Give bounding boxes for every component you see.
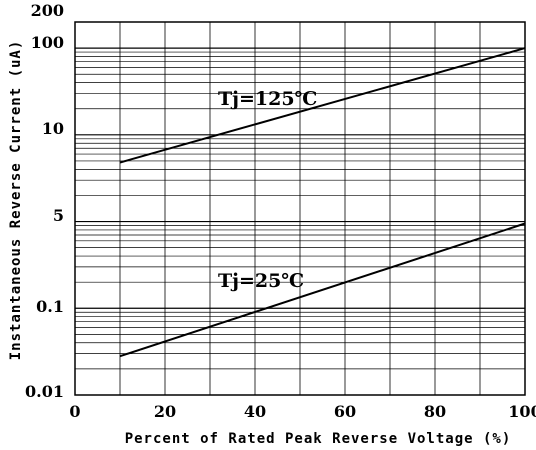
x-axis-label: Percent of Rated Peak Reverse Voltage (%…	[125, 431, 512, 447]
x-tick-labels: 0 20 40 60 80 100	[69, 402, 536, 421]
plot-frame	[74, 21, 526, 396]
y-tick-label: 0.1	[36, 297, 64, 316]
series-label-2: Tj=25℃	[218, 270, 304, 292]
y-axis-label: Instantaneous Reverse Current (uA)	[8, 40, 24, 361]
y-tick-label: 200	[31, 1, 64, 20]
y-tick-labels: 200 100 10 5 0.1 0.01	[25, 1, 64, 401]
x-tick-label: 40	[244, 402, 266, 421]
y-tick-label: 10	[42, 119, 64, 138]
x-tick-label: 0	[69, 402, 80, 421]
x-tick-label: 100	[508, 402, 536, 421]
y-tick-label: 100	[31, 33, 64, 52]
series-annotations: Tj=125℃ Tj=25℃	[218, 88, 317, 292]
x-tick-label: 60	[334, 402, 356, 421]
series-lines	[119, 47, 526, 358]
x-tick-label: 80	[424, 402, 446, 421]
series-line-1	[119, 47, 526, 164]
series-line-2	[119, 222, 526, 358]
x-tick-label: 20	[154, 402, 176, 421]
y-tick-label: 0.01	[25, 382, 64, 401]
y-tick-label: 5	[53, 206, 64, 225]
grid	[75, 22, 525, 395]
series-label-1: Tj=125℃	[218, 88, 317, 110]
